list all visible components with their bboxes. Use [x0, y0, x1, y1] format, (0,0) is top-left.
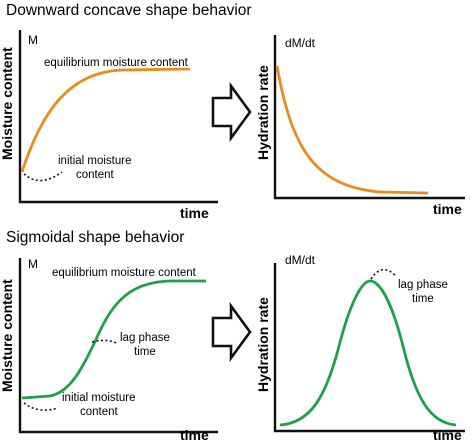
y-axis-title: Moisture content	[0, 279, 15, 392]
right-arrow-outline-icon	[211, 302, 252, 362]
y-axis-title: Moisture content	[0, 47, 15, 160]
panel-hydration-concave: Hydration rate dM/dt time	[255, 35, 465, 217]
y-axis-title: Hydration rate	[255, 297, 271, 392]
x-axis-title: time	[433, 201, 462, 217]
section-title-concave: Downward concave shape behavior	[6, 2, 252, 19]
y-axis-marker: M	[28, 257, 38, 271]
initial-moisture-label-line1: initial moisture	[62, 392, 136, 404]
section-title-sigmoidal: Sigmoidal shape behavior	[6, 229, 184, 246]
y-axis-marker: M	[28, 33, 38, 47]
y-axis-marker: dM/dt	[285, 253, 316, 267]
initial-moisture-label-line2: content	[80, 406, 119, 418]
initial-moisture-label-line1: initial moisture	[58, 155, 132, 167]
lag-phase-label-line1: lag phase	[398, 279, 448, 291]
lag-phase-label-line2: time	[134, 346, 156, 358]
x-axis-title: time	[433, 427, 462, 440]
panel-hydration-sigmoidal: Hydration rate dM/dt time lag phase time	[255, 253, 465, 440]
lag-phase-pointer	[370, 268, 397, 280]
lag-phase-label-line1: lag phase	[120, 332, 170, 344]
lag-phase-label-line2: time	[412, 293, 434, 305]
y-axis-title: Hydration rate	[255, 65, 271, 160]
lag-phase-pointer	[91, 339, 119, 345]
hydration-rate-curve	[275, 65, 429, 195]
initial-moisture-label-line2: content	[76, 169, 115, 181]
right-arrow-outline-icon	[211, 82, 252, 142]
initial-moisture-pointer	[23, 402, 59, 411]
y-axis-marker: dM/dt	[285, 36, 316, 50]
panel-moisture-sigmoidal: Moisture content M time equilibrium mois…	[0, 257, 218, 440]
x-axis-title: time	[180, 427, 209, 440]
moisture-curve	[20, 67, 191, 173]
panel-moisture-concave: Moisture content M time equilibrium mois…	[0, 30, 218, 221]
equilibrium-label: equilibrium moisture content	[44, 57, 189, 69]
hydration-rate-curve	[279, 279, 457, 427]
initial-moisture-pointer	[23, 171, 63, 182]
equilibrium-label: equilibrium moisture content	[52, 267, 197, 279]
x-axis-title: time	[180, 205, 209, 221]
moisture-curve	[21, 279, 206, 400]
